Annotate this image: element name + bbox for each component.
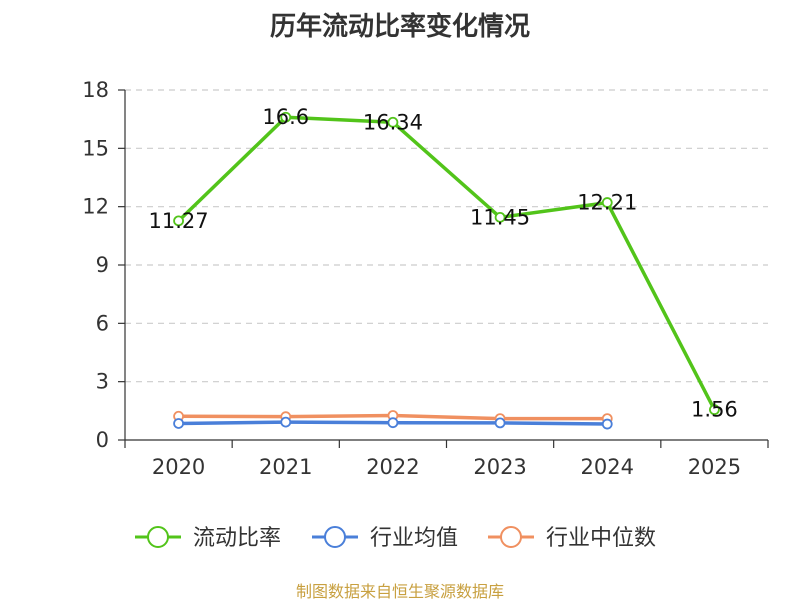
legend-label: 行业中位数 [546, 526, 656, 551]
y-tick-label: 12 [82, 195, 109, 219]
legend-marker [147, 526, 169, 548]
data-point [280, 111, 292, 123]
y-tick-label: 9 [96, 253, 109, 277]
data-point [280, 416, 292, 428]
y-tick-label: 18 [82, 78, 109, 102]
x-tick-label: 2020 [152, 455, 205, 479]
data-label: 16.6 [262, 105, 309, 129]
y-tick-label: 0 [96, 428, 109, 452]
y-tick-label: 15 [82, 136, 109, 160]
data-label: 1.56 [691, 398, 738, 422]
x-tick-label: 2023 [473, 455, 526, 479]
x-tick-label: 2024 [581, 455, 634, 479]
x-tick-label: 2021 [259, 455, 312, 479]
y-tick-label: 6 [96, 311, 109, 335]
series-line-1 [177, 115, 716, 411]
source-note: 制图数据来自恒生聚源数据库 [295, 582, 504, 601]
data-point [601, 197, 613, 208]
data-point [173, 215, 184, 227]
chart-title: 历年流动比率变化情况 [269, 12, 530, 42]
data-label: 11.27 [149, 209, 209, 233]
data-label: 16.34 [363, 110, 423, 134]
data-point [601, 418, 613, 430]
data-point [387, 417, 399, 429]
legend-label: 流动比率 [193, 526, 281, 551]
y-tick-label: 3 [96, 370, 109, 394]
x-tick-label: 2025 [688, 455, 741, 479]
data-point [709, 404, 720, 416]
x-tick-label: 2022 [366, 455, 419, 479]
data-point [387, 116, 399, 128]
legend-marker [500, 526, 522, 548]
data-label: 11.45 [470, 205, 530, 229]
data-point [173, 418, 184, 429]
data-point [494, 417, 506, 429]
data-point [494, 211, 506, 223]
legend-marker [324, 526, 346, 548]
legend-label: 行业均值 [370, 526, 458, 551]
data-label: 12.21 [577, 191, 637, 215]
